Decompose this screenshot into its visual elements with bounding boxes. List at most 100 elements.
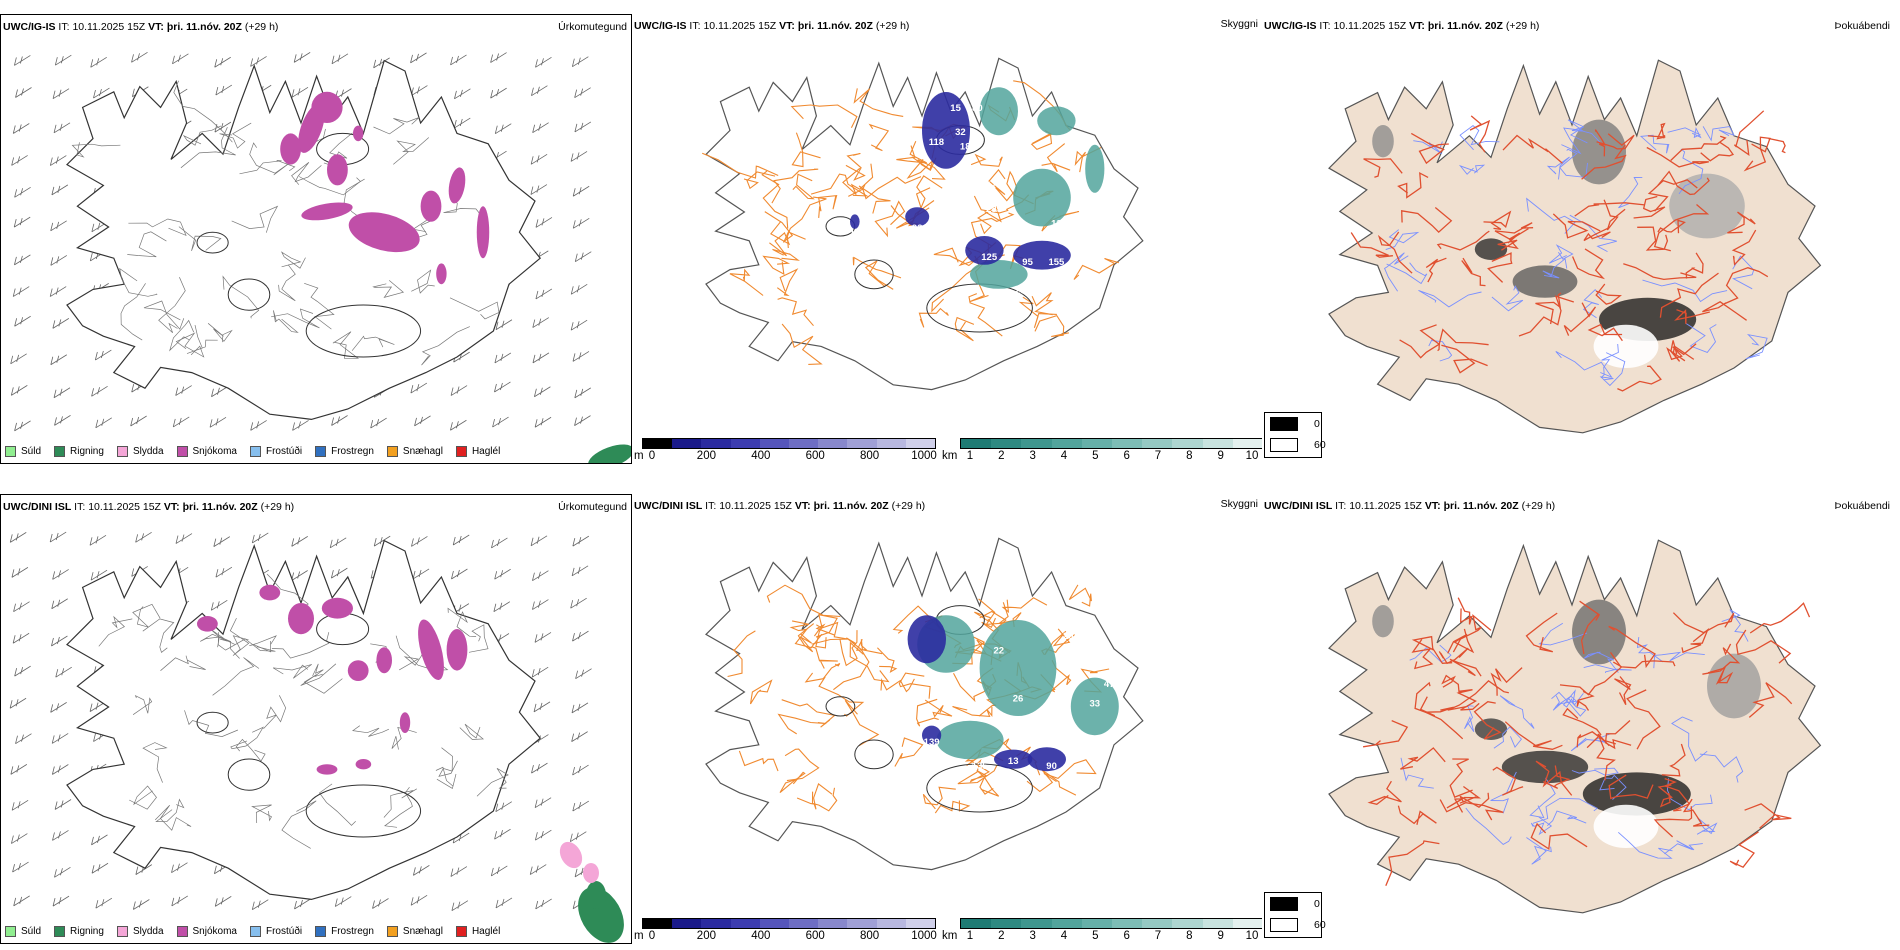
colorbar-tick: 8 [1186,930,1193,942]
wind-barb-68-403 [52,895,70,907]
terrain-line-0 [239,159,296,175]
ice-cap-white [1593,804,1659,848]
wind-barb-508-403 [495,897,513,909]
colorbar-cell [1232,919,1262,928]
terrain-line-16 [229,617,250,656]
river-20 [1546,810,1587,827]
terrain-line-13 [175,332,205,358]
wind-barb-268-403 [250,420,267,431]
road-29 [1367,780,1402,806]
ceiling-label: 331 [1048,602,1065,613]
road-43 [1490,667,1523,696]
wind-barb-28-106 [12,123,30,134]
road-31 [1653,204,1710,252]
wind-barb-228-73 [215,84,233,96]
river-28 [1529,777,1556,819]
snow-area-1 [259,584,281,601]
sun-legend-row: 60 [1270,438,1326,452]
terrain-line-1 [142,742,168,783]
terrain-line-25 [449,297,500,320]
terrain-line-2 [395,635,449,671]
road-35 [957,758,998,785]
road-9 [729,268,764,296]
road-25 [1461,257,1486,287]
road-0 [1608,774,1654,800]
ceiling-label: 77 [1042,722,1053,733]
wind-barb-548-337 [532,352,550,364]
snow-area-5 [376,647,393,674]
legend-item: Rigning [54,446,104,457]
river-8 [1530,816,1553,836]
wind-barb-148-403 [130,415,147,427]
river-16 [1702,126,1735,142]
colorbar-cell [759,439,790,448]
terrain-line-33 [266,573,309,610]
wind-barb-428-73 [412,568,430,580]
road-22 [1362,720,1409,748]
legend-item: Slydda [116,446,164,457]
fog-map-bottom [1328,539,1822,914]
road-14 [810,173,869,197]
road-16 [845,152,866,181]
ceiling-label: 18 [970,132,981,143]
wind-barb-108-40 [90,56,107,68]
road-21 [1623,263,1697,281]
colorbar-cell [1172,439,1203,448]
field-label-fog-bottom: Þokuábendi [1834,500,1890,512]
wind-barb-68-172 [51,184,69,196]
wind-barb-68-106 [53,122,71,134]
vis-area-1 [1037,106,1076,136]
glacier-outline-0 [854,739,894,770]
road-34 [988,169,1016,202]
colorbar-tick: 10 [1245,930,1259,942]
road-39 [968,293,1003,337]
road-42 [1612,660,1676,669]
road-24 [701,152,779,179]
ceiling-label: 32 [955,127,966,138]
iceland-outline [1328,59,1822,434]
fog-shade-3 [1474,718,1508,740]
wind-barb-508-304 [495,801,512,813]
terrain-line-7 [249,635,277,653]
road-18 [772,248,800,261]
wind-barb-68-172 [55,666,72,678]
road-50 [890,205,921,227]
legend-swatch [249,446,261,457]
wind-barb-548-304 [534,797,552,809]
river-21 [1551,691,1587,717]
road-20 [1483,210,1512,230]
road-11 [1552,213,1601,239]
wind-barb-548-370 [534,386,551,398]
wind-barb-148-403 [132,899,150,910]
wind-barb-588-238 [571,731,588,742]
colorbar-cell [789,439,819,448]
road-33 [1657,170,1710,196]
road-18 [1647,122,1666,140]
terrain-line-24 [169,319,195,352]
glacier-outline-0 [227,278,271,311]
terrain-line-8 [235,738,266,762]
road-49 [1473,701,1502,740]
river-5 [1428,338,1453,362]
ceiling-label: 179 [1020,161,1036,172]
terrain-line-18 [132,694,153,715]
road-38 [1633,195,1666,219]
wind-barb-308-73 [291,570,308,581]
road-8 [1731,229,1757,266]
legend-swatch [315,446,327,457]
terrain-line-27 [127,231,167,258]
legend-label: Súld [21,446,42,457]
river-25 [1599,352,1626,387]
wind-barb-308-73 [291,86,309,98]
terrain-line-17 [280,251,306,269]
terrain-line-29 [98,615,133,647]
legend-swatch [54,926,66,937]
river-17 [1499,695,1535,729]
wind-barb-548-370 [529,864,547,875]
wind-barb-308-403 [292,420,309,431]
colorbar-cell [730,439,760,448]
road-57 [1018,296,1057,328]
legend-item: Frostregn [315,926,374,937]
legend-swatch [386,926,398,937]
precip-type-panel-bottom: UWC/DINI ISL IT: 10.11.2025 15Z VT: þri.… [0,494,632,944]
